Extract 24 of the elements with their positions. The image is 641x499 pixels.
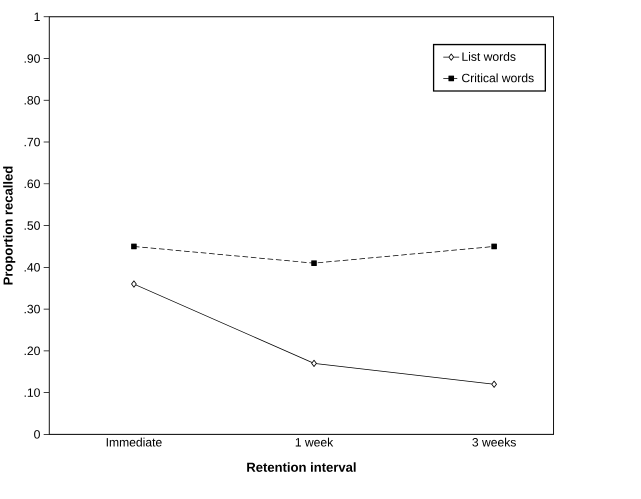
point (491, 244, 497, 250)
y-tick-label: .10 (24, 388, 40, 398)
y-tick-label: .70 (24, 138, 40, 146)
y-tick-label: .90 (24, 54, 40, 63)
y-tick-label: .60 (24, 180, 40, 188)
x-tick-label: Immediate (106, 438, 162, 447)
legend-label: List words (462, 52, 516, 62)
point (311, 260, 317, 266)
legend-label: Critical words (462, 74, 534, 82)
y-tick-label: 1 (34, 12, 40, 22)
point (131, 244, 137, 250)
point (311, 360, 317, 368)
x-tick-label: 3 weeks (472, 438, 516, 447)
point (491, 380, 497, 388)
y-tick-label: .40 (24, 263, 40, 272)
y-tick-label: .20 (24, 346, 40, 356)
y-tick-label: .30 (24, 304, 40, 314)
x-axis-title: Retention interval (247, 462, 356, 472)
y-tick-label: .80 (24, 96, 40, 105)
x-tick-label: 1 week (296, 438, 334, 447)
y-tick-label: 0 (34, 430, 40, 439)
point (131, 280, 137, 288)
y-tick-label: .50 (24, 221, 40, 230)
y-axis-title: Proportion recalled (3, 166, 16, 285)
